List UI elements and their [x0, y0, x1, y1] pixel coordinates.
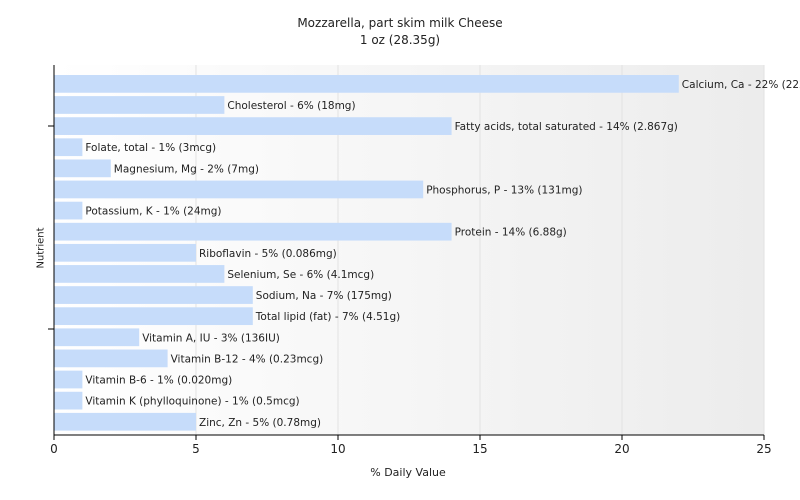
bar	[54, 138, 83, 157]
bar	[54, 307, 253, 326]
axes-group: 0 5 10 15 20 25	[48, 65, 772, 456]
bar	[54, 391, 83, 410]
bar-label: Protein - 14% (6.88g)	[455, 227, 567, 239]
bar-label: Zinc, Zn - 5% (0.78mg)	[199, 417, 321, 429]
bar-label: Magnesium, Mg - 2% (7mg)	[114, 163, 259, 175]
bar-label: Selenium, Se - 6% (4.1mcg)	[227, 269, 374, 281]
bar	[54, 159, 111, 178]
bar	[54, 243, 196, 262]
bar-label: Vitamin K (phylloquinone) - 1% (0.5mcg)	[85, 396, 299, 408]
bar-label: Potassium, K - 1% (24mg)	[85, 206, 221, 218]
bar-label: Sodium, Na - 7% (175mg)	[256, 290, 392, 302]
bar-label: Vitamin B-6 - 1% (0.020mg)	[85, 375, 232, 387]
bar-label: Fatty acids, total saturated - 14% (2.86…	[455, 121, 678, 133]
x-tick-label: 10	[330, 442, 345, 456]
bar	[54, 180, 424, 199]
bar	[54, 201, 83, 220]
x-axis-label: % Daily Value	[370, 466, 446, 479]
x-tick-label: 0	[50, 442, 58, 456]
bar-label: Vitamin A, IU - 3% (136IU)	[142, 332, 280, 344]
bar-label: Phosphorus, P - 13% (131mg)	[426, 184, 582, 196]
bar	[54, 96, 225, 114]
bar	[54, 75, 679, 93]
chart-title: Mozzarella, part skim milk Cheese	[297, 16, 503, 30]
bar	[54, 117, 452, 135]
bar-label: Total lipid (fat) - 7% (4.51g)	[255, 311, 400, 323]
x-tick-label: 20	[614, 442, 629, 456]
bars-group: Calcium, Ca - 22% (222mg) Cholesterol - 6…	[54, 75, 800, 431]
bar-label: Cholesterol - 6% (18mg)	[227, 100, 355, 112]
x-tick-label: 15	[472, 442, 487, 456]
bar-label: Riboflavin - 5% (0.086mg)	[199, 248, 337, 260]
bar-label: Folate, total - 1% (3mcg)	[85, 142, 216, 154]
bar-label: Vitamin B-12 - 4% (0.23mcg)	[171, 353, 324, 365]
x-tick-label: 25	[756, 442, 771, 456]
chart-subtitle: 1 oz (28.35g)	[359, 33, 441, 47]
bar	[54, 328, 140, 347]
bar	[54, 370, 83, 389]
bar-label: Calcium, Ca - 22% (222mg)	[682, 79, 800, 91]
bar	[54, 412, 196, 431]
y-axis-label: Nutrient	[35, 227, 47, 269]
bar	[54, 265, 225, 283]
bar	[54, 286, 253, 304]
bar	[54, 349, 168, 368]
x-tick-label: 5	[192, 442, 200, 456]
bar	[54, 222, 452, 241]
